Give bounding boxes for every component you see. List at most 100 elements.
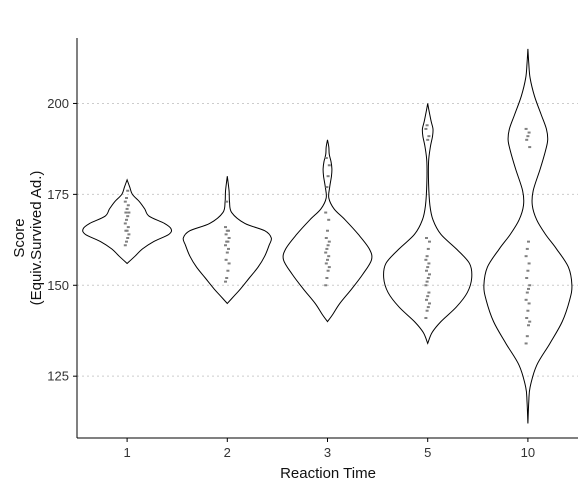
- violin-outline-3: [282, 139, 373, 323]
- data-point-3: [326, 175, 330, 178]
- y-axis-title-line-1: Score: [11, 218, 28, 257]
- data-point-3: [325, 277, 329, 279]
- data-point-1: [126, 189, 130, 192]
- data-point-10: [525, 277, 529, 279]
- data-point-10: [528, 320, 532, 323]
- data-point-10: [524, 342, 528, 345]
- data-point-5: [425, 255, 429, 258]
- data-point-2: [227, 262, 231, 265]
- data-point-5: [426, 277, 430, 279]
- data-point-1: [125, 229, 129, 232]
- data-point-2: [224, 233, 228, 236]
- data-point-10: [527, 262, 531, 265]
- gridlines: [77, 102, 578, 377]
- data-point-3: [326, 244, 330, 247]
- data-point-5: [426, 295, 430, 298]
- violins: [82, 48, 573, 424]
- data-point-10: [526, 135, 530, 138]
- data-point-3: [326, 229, 329, 232]
- y-axis-title-line-2: (Equiv.Survived Ad.): [28, 171, 45, 306]
- data-point-3: [326, 269, 330, 272]
- violin-10: [483, 48, 573, 424]
- data-point-3: [327, 218, 331, 221]
- data-point-10: [524, 298, 528, 301]
- x-tick-label-3: 3: [324, 445, 331, 460]
- data-point-3: [324, 211, 328, 214]
- data-point-1: [126, 215, 130, 218]
- violin-outline-10: [483, 48, 573, 424]
- x-ticks: 1 2 3 5 10: [123, 438, 535, 460]
- data-point-5: [426, 138, 430, 141]
- data-point-5: [425, 237, 428, 239]
- data-point-5: [425, 269, 428, 272]
- violin-5: [383, 103, 473, 345]
- data-point-1: [123, 222, 127, 225]
- data-point-2: [225, 251, 229, 254]
- y-tick-label-175: 175: [47, 187, 69, 202]
- data-point-5: [428, 273, 431, 276]
- data-point-1: [125, 207, 129, 210]
- data-point-1: [126, 237, 130, 239]
- data-point-5: [424, 258, 428, 261]
- x-tick-label-10: 10: [521, 445, 535, 460]
- data-point-10: [525, 335, 529, 338]
- data-point-3: [327, 164, 331, 167]
- data-point-10: [527, 240, 530, 243]
- data-point-1: [126, 226, 130, 229]
- data-point-5: [426, 247, 430, 250]
- y-ticks: 125 150 175 200: [47, 96, 77, 384]
- data-point-3: [326, 258, 329, 261]
- data-point-1: [123, 244, 127, 247]
- data-point-1: [127, 233, 131, 236]
- data-point-3: [327, 266, 331, 269]
- data-point-1: [127, 211, 131, 214]
- data-point-1: [126, 204, 130, 207]
- data-point-3: [324, 237, 328, 239]
- y-tick-label-200: 200: [47, 96, 69, 111]
- data-point-2: [224, 244, 227, 247]
- data-point-2: [225, 277, 229, 279]
- data-point-5: [428, 240, 431, 243]
- violin-outline-1: [82, 178, 172, 265]
- y-axis-title: Score (Equiv.Survived Ad.): [11, 171, 45, 306]
- data-point-10: [527, 131, 531, 134]
- data-point-5: [425, 124, 429, 127]
- data-point-5: [424, 317, 428, 319]
- data-point-2: [224, 280, 227, 283]
- violin-2: [182, 176, 272, 305]
- data-point-3: [327, 255, 331, 258]
- y-tick-label-125: 125: [47, 369, 69, 384]
- data-point-1: [125, 240, 128, 243]
- violin-1: [82, 178, 172, 265]
- data-point-10: [526, 309, 530, 312]
- data-point-1: [125, 218, 128, 221]
- data-point-5: [427, 262, 431, 265]
- x-axis-title: Reaction Time: [280, 465, 376, 482]
- data-point-10: [525, 138, 529, 141]
- y-tick-label-150: 150: [47, 278, 69, 293]
- data-point-1: [125, 197, 128, 199]
- x-tick-label-1: 1: [123, 445, 130, 460]
- data-point-5: [424, 127, 428, 130]
- data-point-3: [327, 240, 331, 243]
- data-point-5: [426, 306, 430, 309]
- data-point-3: [324, 262, 328, 265]
- data-point-5: [427, 291, 431, 294]
- violin-outline-2: [182, 176, 272, 305]
- data-point-5: [426, 266, 430, 269]
- data-point-10: [527, 287, 530, 290]
- data-point-5: [428, 302, 431, 305]
- data-point-10: [528, 146, 532, 149]
- data-point-3: [325, 247, 329, 250]
- data-point-2: [224, 226, 227, 229]
- data-point-3: [324, 284, 328, 287]
- data-point-10: [527, 324, 530, 327]
- data-point-3: [325, 186, 329, 189]
- data-point-2: [224, 258, 228, 261]
- data-point-2: [226, 269, 230, 272]
- violin-3: [282, 139, 373, 323]
- data-point-3: [324, 251, 328, 254]
- data-point-2: [226, 240, 230, 243]
- data-point-5: [425, 309, 429, 312]
